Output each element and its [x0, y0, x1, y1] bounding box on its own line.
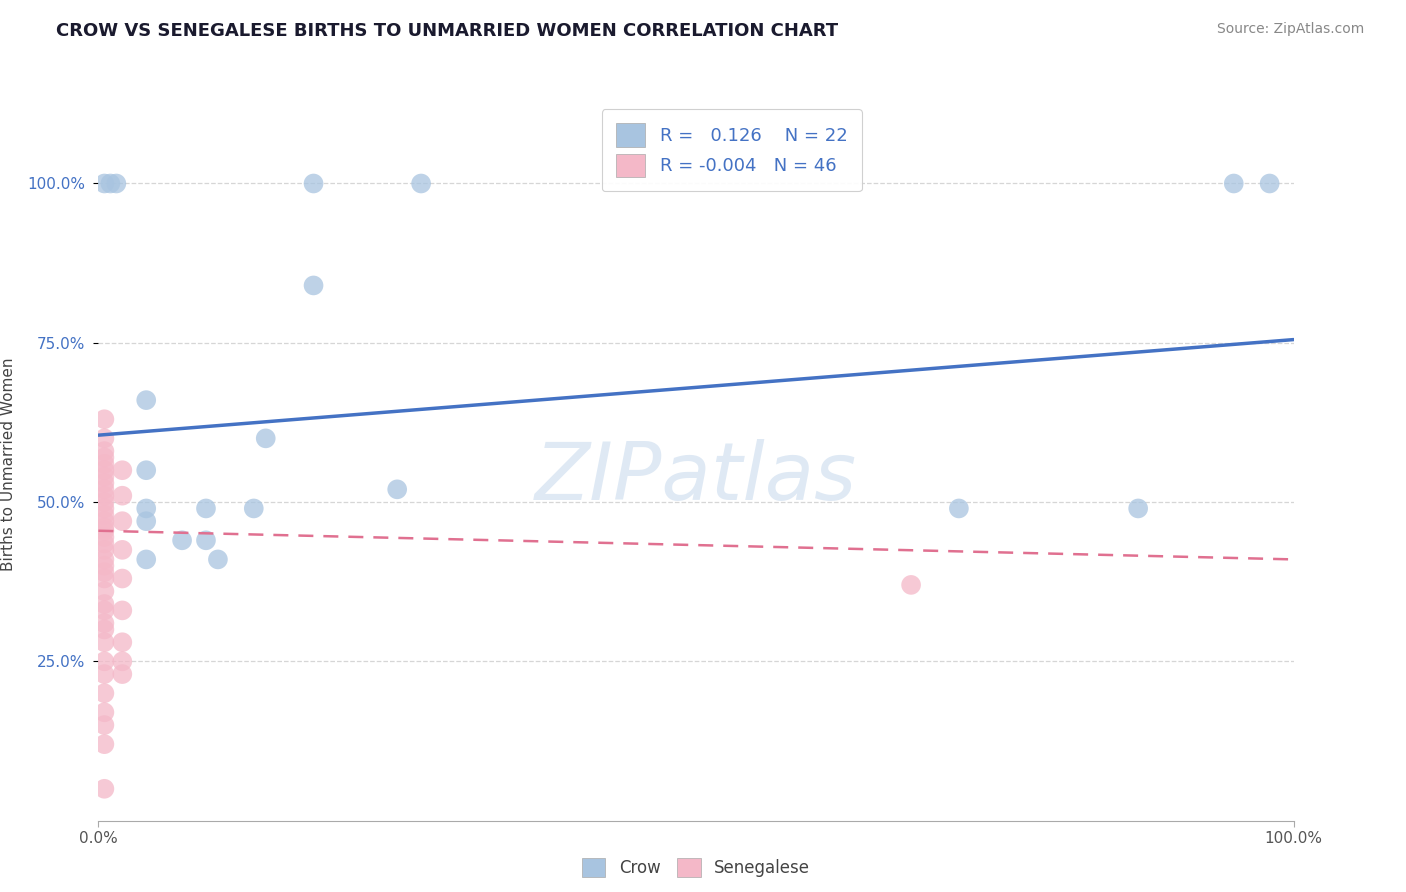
Point	[93, 558, 115, 573]
Point	[93, 623, 115, 637]
Point	[93, 489, 115, 503]
Point	[93, 463, 115, 477]
Point	[254, 431, 277, 445]
Point	[194, 533, 217, 548]
Point	[385, 483, 409, 497]
Point	[93, 536, 115, 550]
Point	[111, 463, 134, 477]
Point	[207, 552, 229, 566]
Point	[111, 635, 134, 649]
Point	[948, 501, 970, 516]
Point	[135, 514, 157, 528]
Point	[93, 444, 115, 458]
Point	[411, 177, 433, 191]
Point	[93, 706, 115, 720]
Point	[93, 431, 115, 445]
Point	[93, 737, 115, 751]
Point	[93, 565, 115, 579]
Point	[135, 463, 157, 477]
Point	[900, 578, 922, 592]
Point	[93, 501, 115, 516]
Point	[93, 781, 115, 796]
Y-axis label: Births to Unmarried Women: Births to Unmarried Women	[1, 357, 15, 571]
Text: Source: ZipAtlas.com: Source: ZipAtlas.com	[1216, 22, 1364, 37]
Text: CROW VS SENEGALESE BIRTHS TO UNMARRIED WOMEN CORRELATION CHART: CROW VS SENEGALESE BIRTHS TO UNMARRIED W…	[56, 22, 838, 40]
Point	[93, 495, 115, 509]
Point	[93, 450, 115, 465]
Point	[111, 489, 134, 503]
Point	[93, 508, 115, 522]
Point	[105, 177, 128, 191]
Point	[135, 501, 157, 516]
Point	[243, 501, 266, 516]
Point	[93, 475, 115, 490]
Point	[93, 718, 115, 732]
Point	[194, 501, 217, 516]
Point	[302, 177, 325, 191]
Point	[1128, 501, 1150, 516]
Point	[93, 597, 115, 611]
Point	[1222, 177, 1246, 191]
Point	[135, 552, 157, 566]
Point	[98, 177, 122, 191]
Point	[93, 177, 115, 191]
Point	[93, 616, 115, 631]
Point	[93, 686, 115, 700]
Point	[93, 514, 115, 528]
Point	[93, 667, 115, 681]
Point	[111, 654, 134, 668]
Point	[111, 572, 134, 586]
Point	[1258, 177, 1281, 191]
Point	[135, 393, 157, 408]
Point	[93, 572, 115, 586]
Point	[93, 524, 115, 538]
Point	[93, 520, 115, 534]
Point	[93, 469, 115, 483]
Point	[93, 603, 115, 617]
Point	[93, 457, 115, 471]
Point	[111, 542, 134, 557]
Point	[93, 542, 115, 557]
Point	[93, 584, 115, 599]
Point	[93, 635, 115, 649]
Point	[111, 514, 134, 528]
Point	[93, 530, 115, 544]
Point	[93, 552, 115, 566]
Point	[111, 667, 134, 681]
Point	[93, 412, 115, 426]
Legend: Crow, Senegalese: Crow, Senegalese	[575, 851, 817, 884]
Text: ZIPatlas: ZIPatlas	[534, 439, 858, 517]
Point	[93, 483, 115, 497]
Point	[111, 603, 134, 617]
Point	[172, 533, 194, 548]
Point	[302, 278, 325, 293]
Point	[93, 654, 115, 668]
